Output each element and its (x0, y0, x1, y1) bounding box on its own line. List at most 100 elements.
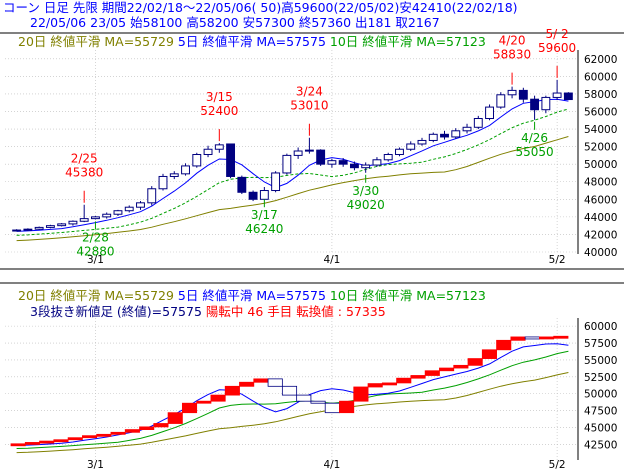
candle-body (248, 191, 258, 200)
candle-body (124, 206, 134, 212)
header-line-2: 22/05/06 23/05 始58100 高58200 安57300 終573… (30, 15, 440, 30)
top-legend: 20日 終値平滑 MA=55729 5日 終値平滑 MA=57575 10日 終… (18, 35, 486, 49)
annotation-date: 3/17 (251, 208, 278, 222)
top-y-tick-label: 42000 (584, 229, 617, 241)
top-x-tick-label: 4/1 (323, 254, 340, 266)
legend-ma20: 20日 終値平滑 MA=55729 (18, 34, 174, 49)
line-break-brick (39, 440, 55, 444)
line-break-brick (281, 385, 298, 396)
top-x-tick-label: 5/2 (549, 254, 566, 266)
candle-body (57, 223, 67, 227)
candle-body (203, 148, 213, 156)
candle-body (530, 98, 540, 111)
legend-bottom-ma5: 5日 終値平滑 MA=57575 (177, 288, 326, 303)
top-y-tick-label: 44000 (584, 212, 617, 224)
linebreak-state: 陽転中 (205, 304, 244, 319)
top-y-tick-label: 48000 (584, 177, 617, 189)
annotation-date: 2/25 (71, 152, 98, 166)
candle-body (79, 218, 89, 222)
line-break-brick (139, 426, 155, 430)
top-y-tick-label: 60000 (584, 71, 617, 83)
candle-body (361, 164, 371, 169)
line-break-brick (82, 435, 98, 439)
candle-body (563, 92, 573, 101)
candle-body (406, 143, 416, 150)
top-y-tick-label: 54000 (584, 124, 617, 136)
candle-body (541, 96, 551, 111)
candle-body (68, 220, 78, 225)
candle-body (158, 175, 168, 190)
annotation-date: 2/28 (82, 231, 109, 245)
annotation-value: 55050 (515, 145, 553, 159)
bottom-y-tick-label: 50000 (584, 389, 617, 401)
line-break-brick (453, 364, 469, 369)
line-break-brick (396, 377, 412, 384)
line-break-brick (539, 336, 555, 340)
candle-body (271, 172, 281, 192)
ma5-line (16, 98, 569, 232)
line-break-brick (367, 383, 383, 388)
legend-ma10: 10日 終値平滑 MA=57123 (329, 34, 486, 49)
bottom-ma20-line (16, 372, 569, 454)
candle-body (113, 210, 123, 215)
line-break-brick (410, 375, 426, 379)
top-y-tick-label: 56000 (584, 106, 617, 118)
annotation-value: 46240 (245, 222, 283, 236)
line-break-brick (239, 381, 255, 387)
line-break-brick (339, 400, 355, 414)
line-break-brick (467, 358, 483, 366)
candle-body (293, 150, 303, 156)
candle-body (23, 228, 33, 231)
annotation-date: 3/24 (296, 85, 323, 99)
top-y-tick-label: 46000 (584, 194, 617, 206)
candle-body (507, 89, 517, 96)
candle-body (12, 229, 22, 232)
annotation-date: 4/26 (521, 131, 548, 145)
bottom-x-tick-label: 3/1 (87, 459, 104, 471)
linebreak-reversal: 転換値 : 57335 (296, 304, 386, 319)
candle-body (451, 130, 461, 138)
candle-body (473, 118, 483, 128)
candle-body (428, 133, 438, 141)
candle-body (372, 159, 382, 166)
line-break-brick (10, 443, 26, 447)
candle-body (462, 126, 472, 132)
line-break-brick (124, 429, 140, 433)
line-break-brick (510, 336, 526, 341)
bottom-y-tick-label: 47500 (584, 406, 617, 418)
candle-body (395, 148, 404, 156)
candle-body (192, 154, 202, 167)
line-break-brick (253, 378, 269, 383)
line-break-brick (439, 367, 455, 372)
line-break-brick (110, 431, 126, 435)
top-y-tick-label: 50000 (584, 159, 617, 171)
candle-body (226, 143, 236, 177)
candle-body (34, 226, 44, 230)
candle-body (136, 202, 145, 208)
line-break-brick (224, 385, 240, 396)
annotation-date: 3/15 (206, 90, 233, 104)
line-break-brick (424, 370, 440, 376)
candle-body (383, 154, 393, 161)
annotation-value: 59600 (538, 41, 576, 55)
legend-bottom-ma20: 20日 終値平滑 MA=55729 (18, 288, 174, 303)
line-break-brick (353, 386, 369, 402)
line-break-brick (210, 394, 226, 402)
bottom-legend-2: 3段抜き新値足 (終値)=57575 陽転中 46 手目 転換値 : 57335 (30, 305, 386, 319)
bottom-y-tick-label: 55000 (584, 355, 617, 367)
top-y-tick-label: 40000 (584, 247, 617, 259)
annotation-date: 5/ 2 (546, 27, 569, 41)
candle-body (102, 213, 112, 218)
ma20-line (16, 136, 569, 242)
bottom-ma10-line (16, 350, 569, 449)
header-line-1: コーン 日足 先限 期間22/02/18～22/05/06( 50)高59600… (3, 0, 518, 15)
candle-body (440, 133, 449, 138)
candle-body (496, 94, 506, 108)
candle-body (485, 106, 494, 120)
top-y-tick-label: 58000 (584, 89, 617, 101)
bottom-y-tick-label: 42500 (584, 439, 617, 451)
linebreak-label: 3段抜き新値足 (終値)=57575 (30, 304, 202, 319)
candle-body (304, 149, 314, 152)
